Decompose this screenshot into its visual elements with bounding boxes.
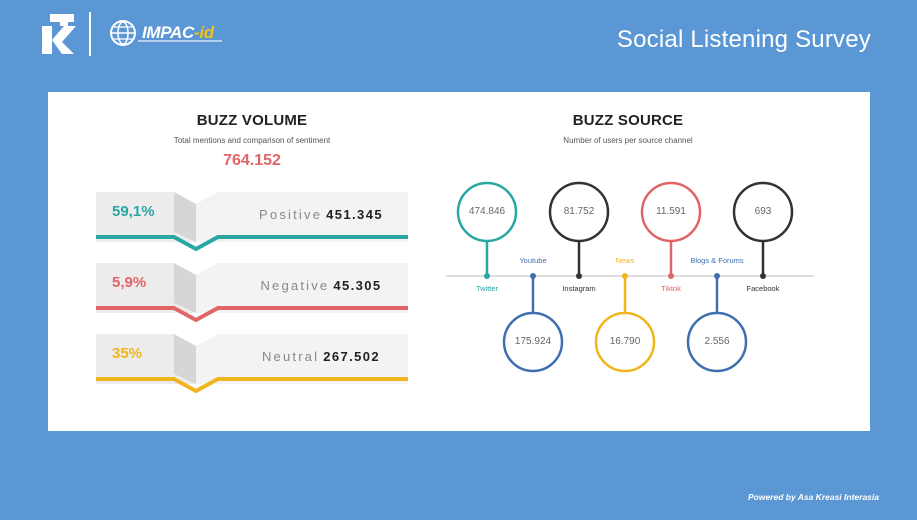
channel-dot bbox=[484, 273, 490, 279]
channel-value: 11.591 bbox=[656, 206, 686, 217]
source-channel-blogs-forums bbox=[686, 273, 748, 373]
total-mentions: 764.152 bbox=[223, 152, 281, 169]
channel-name: Facebook bbox=[746, 284, 780, 293]
band-underline bbox=[96, 377, 408, 394]
channel-circle bbox=[456, 181, 518, 243]
impac-word: IMPAC bbox=[142, 23, 195, 42]
channel-dot bbox=[714, 273, 720, 279]
band-underline bbox=[96, 306, 408, 323]
channel-value: 2.556 bbox=[704, 336, 730, 347]
sentiment-band-positive: 59,1% Positive 451.345 bbox=[96, 192, 408, 252]
source-channel-instagram bbox=[548, 181, 610, 279]
source-channel-tiktok bbox=[640, 181, 702, 279]
sentiment-percent: 5,9% bbox=[112, 274, 147, 291]
sentiment-value: 451.345 bbox=[326, 207, 383, 222]
channel-value: 81.752 bbox=[563, 206, 595, 217]
channel-name: Youtube bbox=[519, 256, 547, 265]
channel-circle bbox=[732, 181, 794, 243]
channel-dot bbox=[530, 273, 536, 279]
buzz-volume-subtitle: Total mentions and comparison of sentime… bbox=[173, 136, 331, 145]
header-divider bbox=[89, 12, 91, 56]
k-logo-icon bbox=[42, 14, 76, 54]
sentiment-label: Neutral bbox=[261, 349, 320, 364]
buzz-volume-title: BUZZ VOLUME bbox=[196, 112, 308, 129]
globe-icon bbox=[110, 20, 136, 46]
impac-tagline-bar bbox=[138, 40, 222, 42]
source-channel-news bbox=[594, 273, 656, 373]
channel-value: 16.790 bbox=[609, 336, 641, 347]
channel-value: 474.846 bbox=[468, 206, 506, 217]
channel-dot bbox=[668, 273, 674, 279]
sentiment-value: 45.305 bbox=[333, 278, 382, 293]
source-channel-facebook bbox=[732, 181, 794, 279]
channel-dot bbox=[576, 273, 582, 279]
sentiment-label: Negative bbox=[260, 278, 330, 293]
channel-circle bbox=[640, 181, 702, 243]
channel-circle bbox=[686, 311, 748, 373]
channel-circle bbox=[502, 311, 564, 373]
sentiment-percent: 59,1% bbox=[112, 203, 155, 220]
buzz-source-title: BUZZ SOURCE bbox=[572, 112, 684, 129]
channel-name: Blogs & Forums bbox=[690, 256, 744, 265]
sentiment-band-negative: 5,9% Negative 45.305 bbox=[96, 263, 408, 323]
channel-value: 175.924 bbox=[514, 336, 552, 347]
survey-card: BUZZ VOLUME Total mentions and compariso… bbox=[48, 92, 870, 431]
channel-circle bbox=[548, 181, 610, 243]
channel-name: Instagram bbox=[562, 284, 596, 293]
sentiment-label: Positive bbox=[259, 207, 323, 222]
channel-dot bbox=[622, 273, 628, 279]
channel-name: News bbox=[615, 256, 635, 265]
channel-value: 693 bbox=[754, 206, 772, 217]
sentiment-band-neutral: 35% Neutral 267.502 bbox=[96, 334, 408, 394]
impac-logo: IMPAC-id bbox=[108, 18, 214, 48]
buzz-source-diagram bbox=[446, 181, 814, 373]
sentiment-value: 267.502 bbox=[323, 349, 381, 364]
sentiment-percent: 35% bbox=[112, 345, 143, 362]
impac-suffix: -id bbox=[194, 23, 214, 42]
source-channel-youtube bbox=[502, 273, 564, 373]
footer-credit: Powered by Asa Kreasi Interasia bbox=[747, 492, 879, 502]
channel-name: Twitter bbox=[475, 284, 499, 293]
channel-name: Tiktok bbox=[661, 284, 681, 293]
source-channel-twitter bbox=[456, 181, 518, 279]
band-underline bbox=[96, 235, 408, 252]
channel-dot bbox=[760, 273, 766, 279]
channel-circle bbox=[594, 311, 656, 373]
page-title: Social Listening Survey bbox=[616, 26, 871, 53]
buzz-source-subtitle: Number of users per source channel bbox=[563, 136, 693, 145]
